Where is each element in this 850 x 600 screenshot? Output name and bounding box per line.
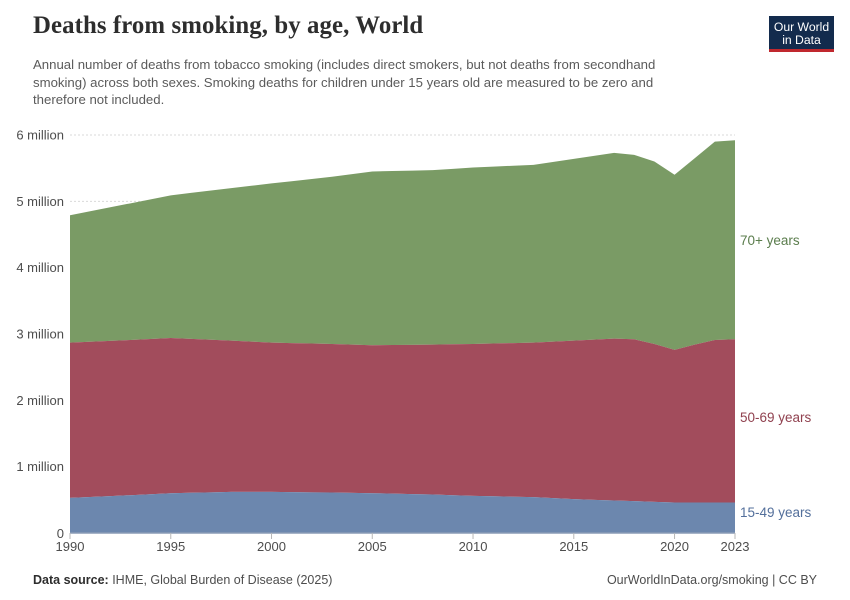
svg-text:2015: 2015 — [559, 539, 588, 554]
svg-text:2023: 2023 — [721, 539, 750, 554]
svg-text:1 million: 1 million — [16, 459, 64, 474]
svg-text:4 million: 4 million — [16, 260, 64, 275]
svg-text:2010: 2010 — [459, 539, 488, 554]
svg-text:2000: 2000 — [257, 539, 286, 554]
svg-text:2020: 2020 — [660, 539, 689, 554]
svg-text:1990: 1990 — [56, 539, 85, 554]
svg-text:6 million: 6 million — [16, 128, 64, 143]
svg-text:2005: 2005 — [358, 539, 387, 554]
svg-text:2 million: 2 million — [16, 393, 64, 408]
svg-text:15-49 years: 15-49 years — [740, 505, 812, 520]
svg-text:3 million: 3 million — [16, 327, 64, 342]
svg-text:1995: 1995 — [156, 539, 185, 554]
svg-text:50-69 years: 50-69 years — [740, 410, 812, 425]
svg-text:5 million: 5 million — [16, 194, 64, 209]
svg-text:70+ years: 70+ years — [740, 233, 800, 248]
